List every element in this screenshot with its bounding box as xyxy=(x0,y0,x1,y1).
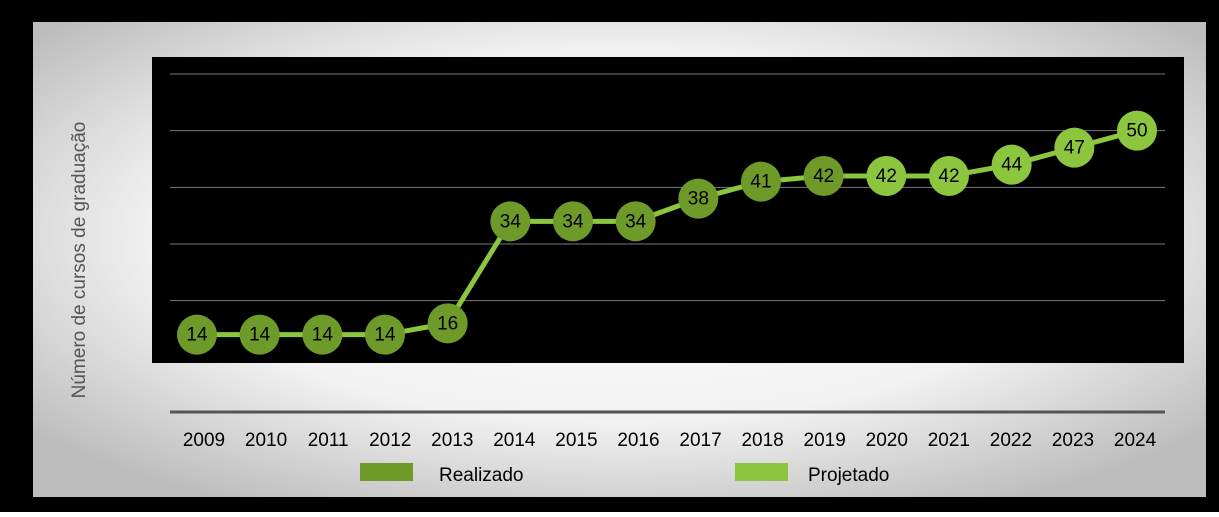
data-label: 14 xyxy=(249,325,271,346)
data-label: 42 xyxy=(876,166,897,187)
x-tick-label: 2022 xyxy=(990,430,1032,451)
y-axis-label: Número de cursos de graduação xyxy=(69,122,90,399)
x-tick-label: 2010 xyxy=(245,430,287,451)
marker xyxy=(678,178,719,219)
marker xyxy=(615,201,656,242)
data-label: 34 xyxy=(625,211,647,232)
data-label: 34 xyxy=(562,211,584,232)
marker xyxy=(365,314,405,355)
marker xyxy=(239,314,280,355)
x-tick-label: 2011 xyxy=(308,430,349,451)
x-tick-label: 2023 xyxy=(1052,430,1094,451)
data-label: 14 xyxy=(312,325,334,346)
x-tick-label: 2014 xyxy=(493,430,536,451)
x-tick-label: 2021 xyxy=(928,430,970,451)
marker xyxy=(803,156,844,196)
data-label: 50 xyxy=(1126,121,1147,142)
data-label: 41 xyxy=(750,172,771,193)
data-label: 42 xyxy=(813,166,834,187)
data-label: 14 xyxy=(374,325,396,346)
marker xyxy=(866,156,907,196)
line xyxy=(197,128,1138,338)
data-label: 42 xyxy=(938,166,959,187)
x-tick-label: 2016 xyxy=(617,430,659,451)
marker xyxy=(991,144,1032,185)
marker xyxy=(1117,110,1157,151)
marker xyxy=(490,201,531,242)
x-tick-label: 2012 xyxy=(369,430,411,451)
data-label: 14 xyxy=(186,325,208,346)
marker xyxy=(1054,127,1095,168)
marker xyxy=(177,314,217,355)
data-label: 16 xyxy=(437,313,458,334)
x-tick-label: 2019 xyxy=(804,430,846,451)
x-tick-label: 2024 xyxy=(1114,430,1157,451)
x-tick-label: 2018 xyxy=(741,430,783,451)
legend-swatch xyxy=(360,463,413,481)
marker xyxy=(741,161,781,202)
data-label: 44 xyxy=(1001,155,1023,176)
x-tick-label: 2020 xyxy=(866,430,908,451)
data-label: 47 xyxy=(1064,138,1085,159)
x-tick-label: 2009 xyxy=(183,430,225,451)
x-tick-label: 2017 xyxy=(679,430,721,451)
legend-label: Projetado xyxy=(808,465,889,486)
x-tick-label: 2015 xyxy=(555,430,597,451)
x-tick-label: 2013 xyxy=(431,430,473,451)
data-label: 38 xyxy=(688,189,709,210)
marker xyxy=(427,303,468,344)
marker xyxy=(553,201,593,242)
legend-label: Realizado xyxy=(439,465,524,486)
data-label: 34 xyxy=(500,211,522,232)
marker xyxy=(302,314,343,355)
legend-swatch xyxy=(735,463,788,481)
marker xyxy=(929,156,969,196)
